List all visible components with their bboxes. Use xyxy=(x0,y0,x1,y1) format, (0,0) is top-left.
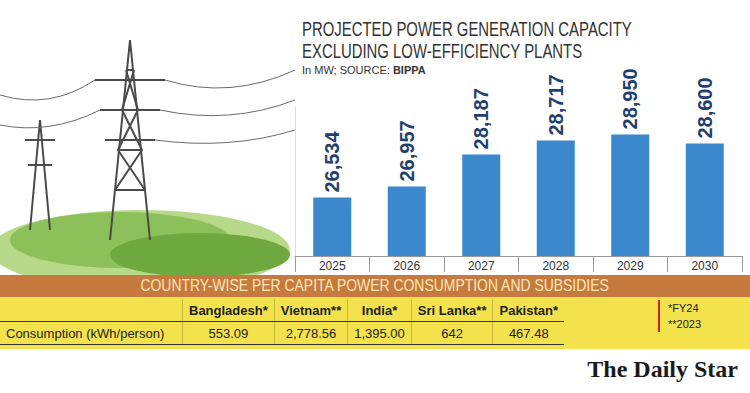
svg-text:28,187: 28,187 xyxy=(470,88,492,149)
html-text:COUNTRY-WISE PER CAPITA POWER: COUNTRY-WISE PER CAPITA POWER CONSUMPTIO… xyxy=(140,276,610,295)
html-text:553.09: 553.09 xyxy=(208,325,249,341)
svg-text:2025: 2025 xyxy=(319,259,346,273)
html-text:PROJECTED POWER GENERATION CAP: PROJECTED POWER GENERATION CAPACITY EXCL… xyxy=(302,18,632,62)
svg-text:26,957: 26,957 xyxy=(396,120,418,181)
html-text:The Daily Star: The Daily Star xyxy=(587,356,738,382)
html-text:In MW; SOURCE: BIPPA: In MW; SOURCE: BIPPA xyxy=(302,64,426,76)
html-text:Vietnam**: Vietnam** xyxy=(280,302,342,318)
html-text:642: 642 xyxy=(441,325,463,341)
svg-text:2027: 2027 xyxy=(468,259,495,273)
html-text:2,778.56: 2,778.56 xyxy=(285,325,337,341)
html-text:India*: India* xyxy=(361,302,398,318)
svg-text:2030: 2030 xyxy=(691,259,718,273)
html-text:Sri Lanka**: Sri Lanka** xyxy=(417,302,487,318)
html-text:Bangladesh*: Bangladesh* xyxy=(189,302,268,318)
html-text:467.48: 467.48 xyxy=(508,325,549,341)
svg-text:28,600: 28,600 xyxy=(694,77,716,138)
html-text:Consumption (kWh/person): Consumption (kWh/person) xyxy=(6,325,165,341)
svg-text:28,950: 28,950 xyxy=(619,68,641,129)
html-text:Pakistan*: Pakistan* xyxy=(499,302,558,318)
html-text:1,395.00: 1,395.00 xyxy=(354,325,405,341)
svg-text:2029: 2029 xyxy=(617,259,644,273)
svg-text:2028: 2028 xyxy=(542,259,569,273)
svg-text:2026: 2026 xyxy=(393,259,420,273)
html-text:**2023: **2023 xyxy=(668,318,701,330)
svg-text:28,717: 28,717 xyxy=(545,74,567,135)
html-text:*FY24: *FY24 xyxy=(668,302,699,314)
svg-text:26,534: 26,534 xyxy=(321,131,343,193)
